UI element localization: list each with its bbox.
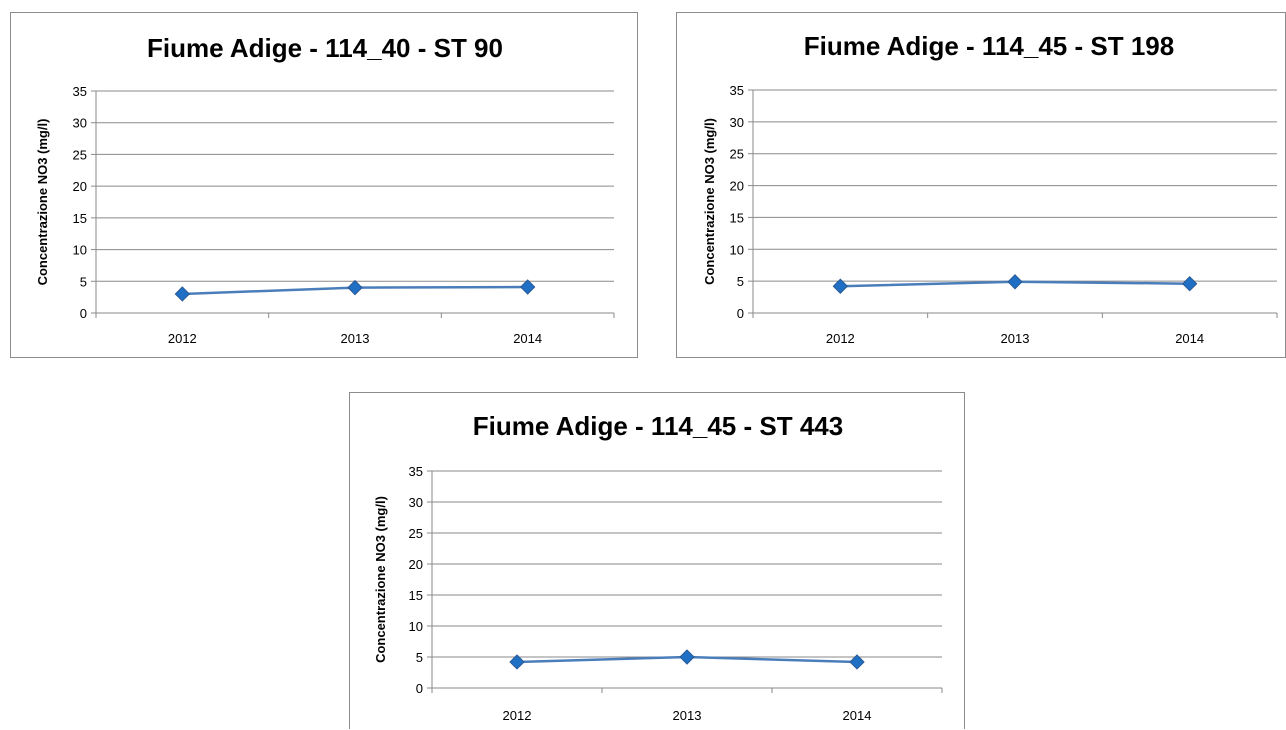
x-tick-label: 2012 [168, 331, 197, 346]
x-tick-label: 2014 [843, 708, 872, 723]
chart-panel-st443: Fiume Adige - 114_45 - ST 443 0 5 10 15 20 25 3… [349, 392, 965, 729]
data-point-marker [679, 649, 695, 665]
x-tick-label: 2013 [1001, 331, 1030, 346]
y-axis-label: Concentrazione NO3 (mg/l) [373, 496, 388, 663]
y-tick-label: 25 [730, 147, 744, 162]
x-tick-label: 2012 [826, 331, 855, 346]
line-chart: Fiume Adige - 114_40 - ST 90 0 5 10 15 20 25 30… [35, 33, 615, 346]
y-tick-label: 30 [730, 115, 744, 130]
y-tick-label: 5 [737, 274, 744, 289]
y-tick-label: 25 [409, 526, 423, 541]
data-point-marker [509, 654, 525, 670]
y-tick-label: 25 [73, 147, 87, 162]
y-tick-label: 15 [730, 210, 744, 225]
y-axis-label: Concentrazione NO3 (mg/l) [702, 118, 717, 285]
chart-panel-st90: Fiume Adige - 114_40 - ST 90 0 5 10 15 20 25 30… [10, 12, 638, 358]
y-tick-label: 5 [80, 274, 87, 289]
y-tick-label: 10 [730, 242, 744, 257]
y-tick-label: 35 [409, 464, 423, 479]
line-chart: Fiume Adige - 114_45 - ST 198 0 5 10 15 20 25 3… [702, 31, 1278, 346]
line-chart: Fiume Adige - 114_45 - ST 443 0 5 10 15 20 25 3… [373, 411, 943, 723]
data-point-marker [174, 286, 191, 302]
y-tick-label: 10 [73, 243, 87, 258]
y-tick-label: 20 [730, 179, 744, 194]
y-tick-label: 30 [73, 116, 87, 131]
y-tick-label: 30 [409, 495, 423, 510]
y-tick-label: 20 [73, 179, 87, 194]
chart-title: Fiume Adige - 114_45 - ST 198 [804, 31, 1174, 61]
data-point-marker [347, 279, 363, 296]
data-point-marker [832, 278, 849, 294]
chart-title: Fiume Adige - 114_45 - ST 443 [473, 411, 843, 441]
y-tick-label: 35 [73, 84, 87, 99]
y-tick-label: 0 [416, 681, 423, 696]
y-tick-label: 0 [737, 306, 744, 321]
x-tick-label: 2013 [673, 708, 702, 723]
data-point-marker [849, 654, 865, 670]
y-tick-label: 5 [416, 650, 423, 665]
y-tick-label: 10 [409, 619, 423, 634]
data-point-marker [1007, 274, 1023, 290]
data-point-marker [1181, 275, 1198, 292]
y-axis-label: Concentrazione NO3 (mg/l) [35, 119, 50, 286]
x-tick-label: 2013 [341, 331, 370, 346]
y-tick-label: 35 [730, 83, 744, 98]
chart-title: Fiume Adige - 114_40 - ST 90 [147, 33, 503, 63]
x-tick-label: 2012 [503, 708, 532, 723]
y-tick-label: 20 [409, 557, 423, 572]
x-tick-label: 2014 [1175, 331, 1204, 346]
y-tick-label: 15 [409, 588, 423, 603]
y-tick-label: 15 [73, 211, 87, 226]
chart-panel-st198: Fiume Adige - 114_45 - ST 198 0 5 10 15 20 25 3… [676, 12, 1286, 358]
y-tick-label: 0 [80, 306, 87, 321]
data-point-marker [519, 279, 536, 295]
x-tick-label: 2014 [513, 331, 542, 346]
